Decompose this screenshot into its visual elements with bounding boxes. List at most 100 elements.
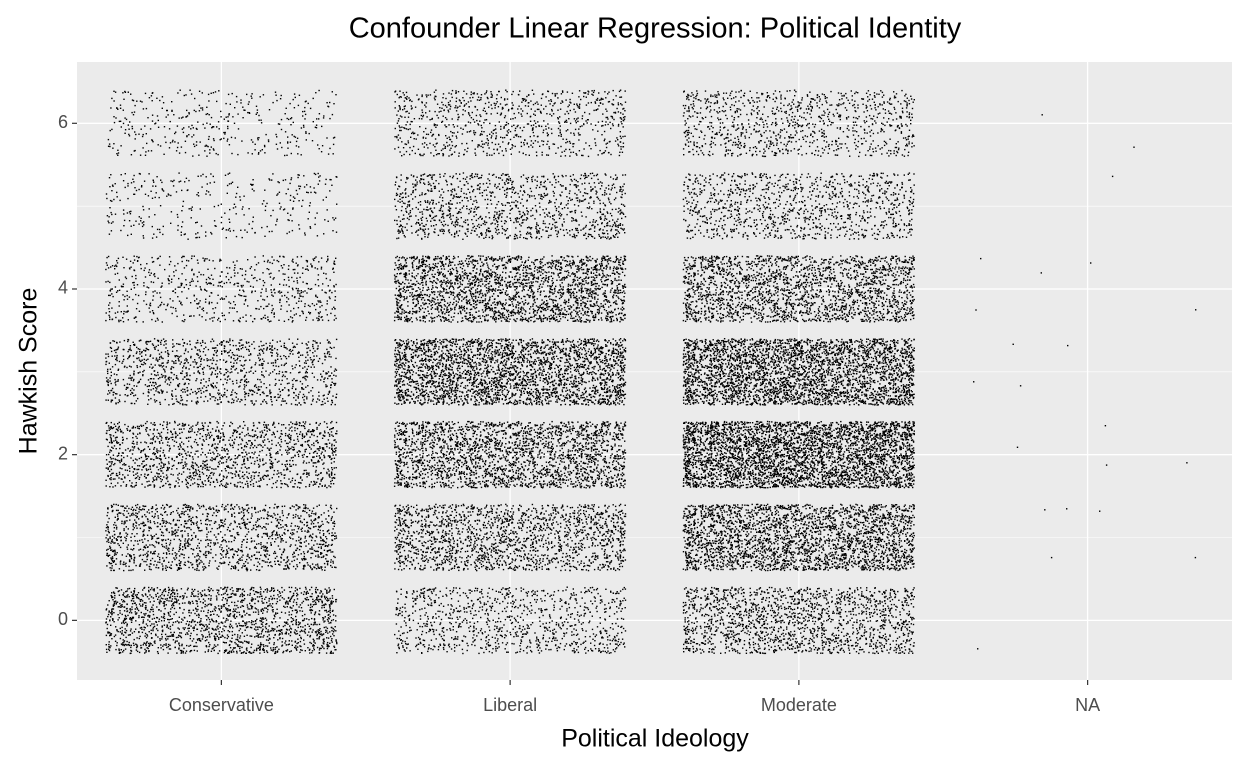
point <box>326 443 327 444</box>
point <box>221 428 222 429</box>
point <box>241 439 242 440</box>
point <box>138 549 139 550</box>
point <box>329 598 330 599</box>
point <box>208 452 209 453</box>
point <box>258 444 259 445</box>
point <box>297 566 298 567</box>
point <box>312 631 313 632</box>
point <box>150 443 151 444</box>
point <box>213 512 214 513</box>
point <box>273 630 274 631</box>
point <box>224 422 225 423</box>
point <box>146 645 147 646</box>
point <box>189 428 190 429</box>
point <box>315 526 316 527</box>
point <box>247 504 248 505</box>
point <box>260 591 261 592</box>
point <box>222 537 223 538</box>
point <box>115 485 116 486</box>
point <box>304 559 305 560</box>
point <box>281 632 282 633</box>
point <box>271 649 272 650</box>
point <box>300 626 301 627</box>
point <box>209 591 210 592</box>
point <box>108 454 109 455</box>
point <box>112 565 113 566</box>
point <box>260 460 261 461</box>
point <box>118 536 119 537</box>
point <box>321 557 322 558</box>
point <box>150 469 151 470</box>
point <box>298 506 299 507</box>
point <box>147 647 148 648</box>
point <box>247 458 248 459</box>
point <box>315 592 316 593</box>
point <box>290 466 291 467</box>
point <box>183 557 184 558</box>
point <box>317 448 318 449</box>
point <box>245 561 246 562</box>
point <box>140 645 141 646</box>
point <box>106 608 107 609</box>
point <box>301 607 302 608</box>
point <box>152 442 153 443</box>
point <box>107 446 108 447</box>
point <box>282 526 283 527</box>
point <box>153 477 154 478</box>
point <box>267 645 268 646</box>
point <box>172 439 173 440</box>
point <box>155 621 156 622</box>
point <box>316 423 317 424</box>
point <box>182 603 183 604</box>
point <box>311 434 312 435</box>
point <box>211 435 212 436</box>
point <box>156 456 157 457</box>
point <box>203 473 204 474</box>
point <box>151 596 152 597</box>
point <box>335 383 336 384</box>
point <box>119 361 120 362</box>
point <box>106 524 107 525</box>
point <box>107 528 108 529</box>
point <box>210 549 211 550</box>
point <box>244 396 245 397</box>
point <box>108 531 109 532</box>
point <box>128 513 129 514</box>
point <box>159 557 160 558</box>
point <box>326 611 327 612</box>
point <box>182 456 183 457</box>
point <box>163 428 164 429</box>
point <box>295 514 296 515</box>
point <box>325 598 326 599</box>
point <box>115 440 116 441</box>
point <box>293 515 294 516</box>
point <box>185 479 186 480</box>
point <box>295 590 296 591</box>
point <box>192 483 193 484</box>
point <box>230 621 231 622</box>
point <box>126 596 127 597</box>
point <box>186 505 187 506</box>
point <box>264 649 265 650</box>
point <box>201 610 202 611</box>
point <box>137 475 138 476</box>
point <box>150 563 151 564</box>
point <box>278 472 279 473</box>
point <box>298 526 299 527</box>
point <box>208 481 209 482</box>
point <box>191 427 192 428</box>
point <box>141 457 142 458</box>
point <box>293 506 294 507</box>
point <box>262 464 263 465</box>
point <box>321 459 322 460</box>
point <box>286 568 287 569</box>
point <box>264 430 265 431</box>
point <box>306 449 307 450</box>
point <box>144 486 145 487</box>
point <box>143 425 144 426</box>
point <box>121 589 122 590</box>
point <box>244 474 245 475</box>
point <box>334 478 335 479</box>
point <box>307 456 308 457</box>
point <box>139 507 140 508</box>
